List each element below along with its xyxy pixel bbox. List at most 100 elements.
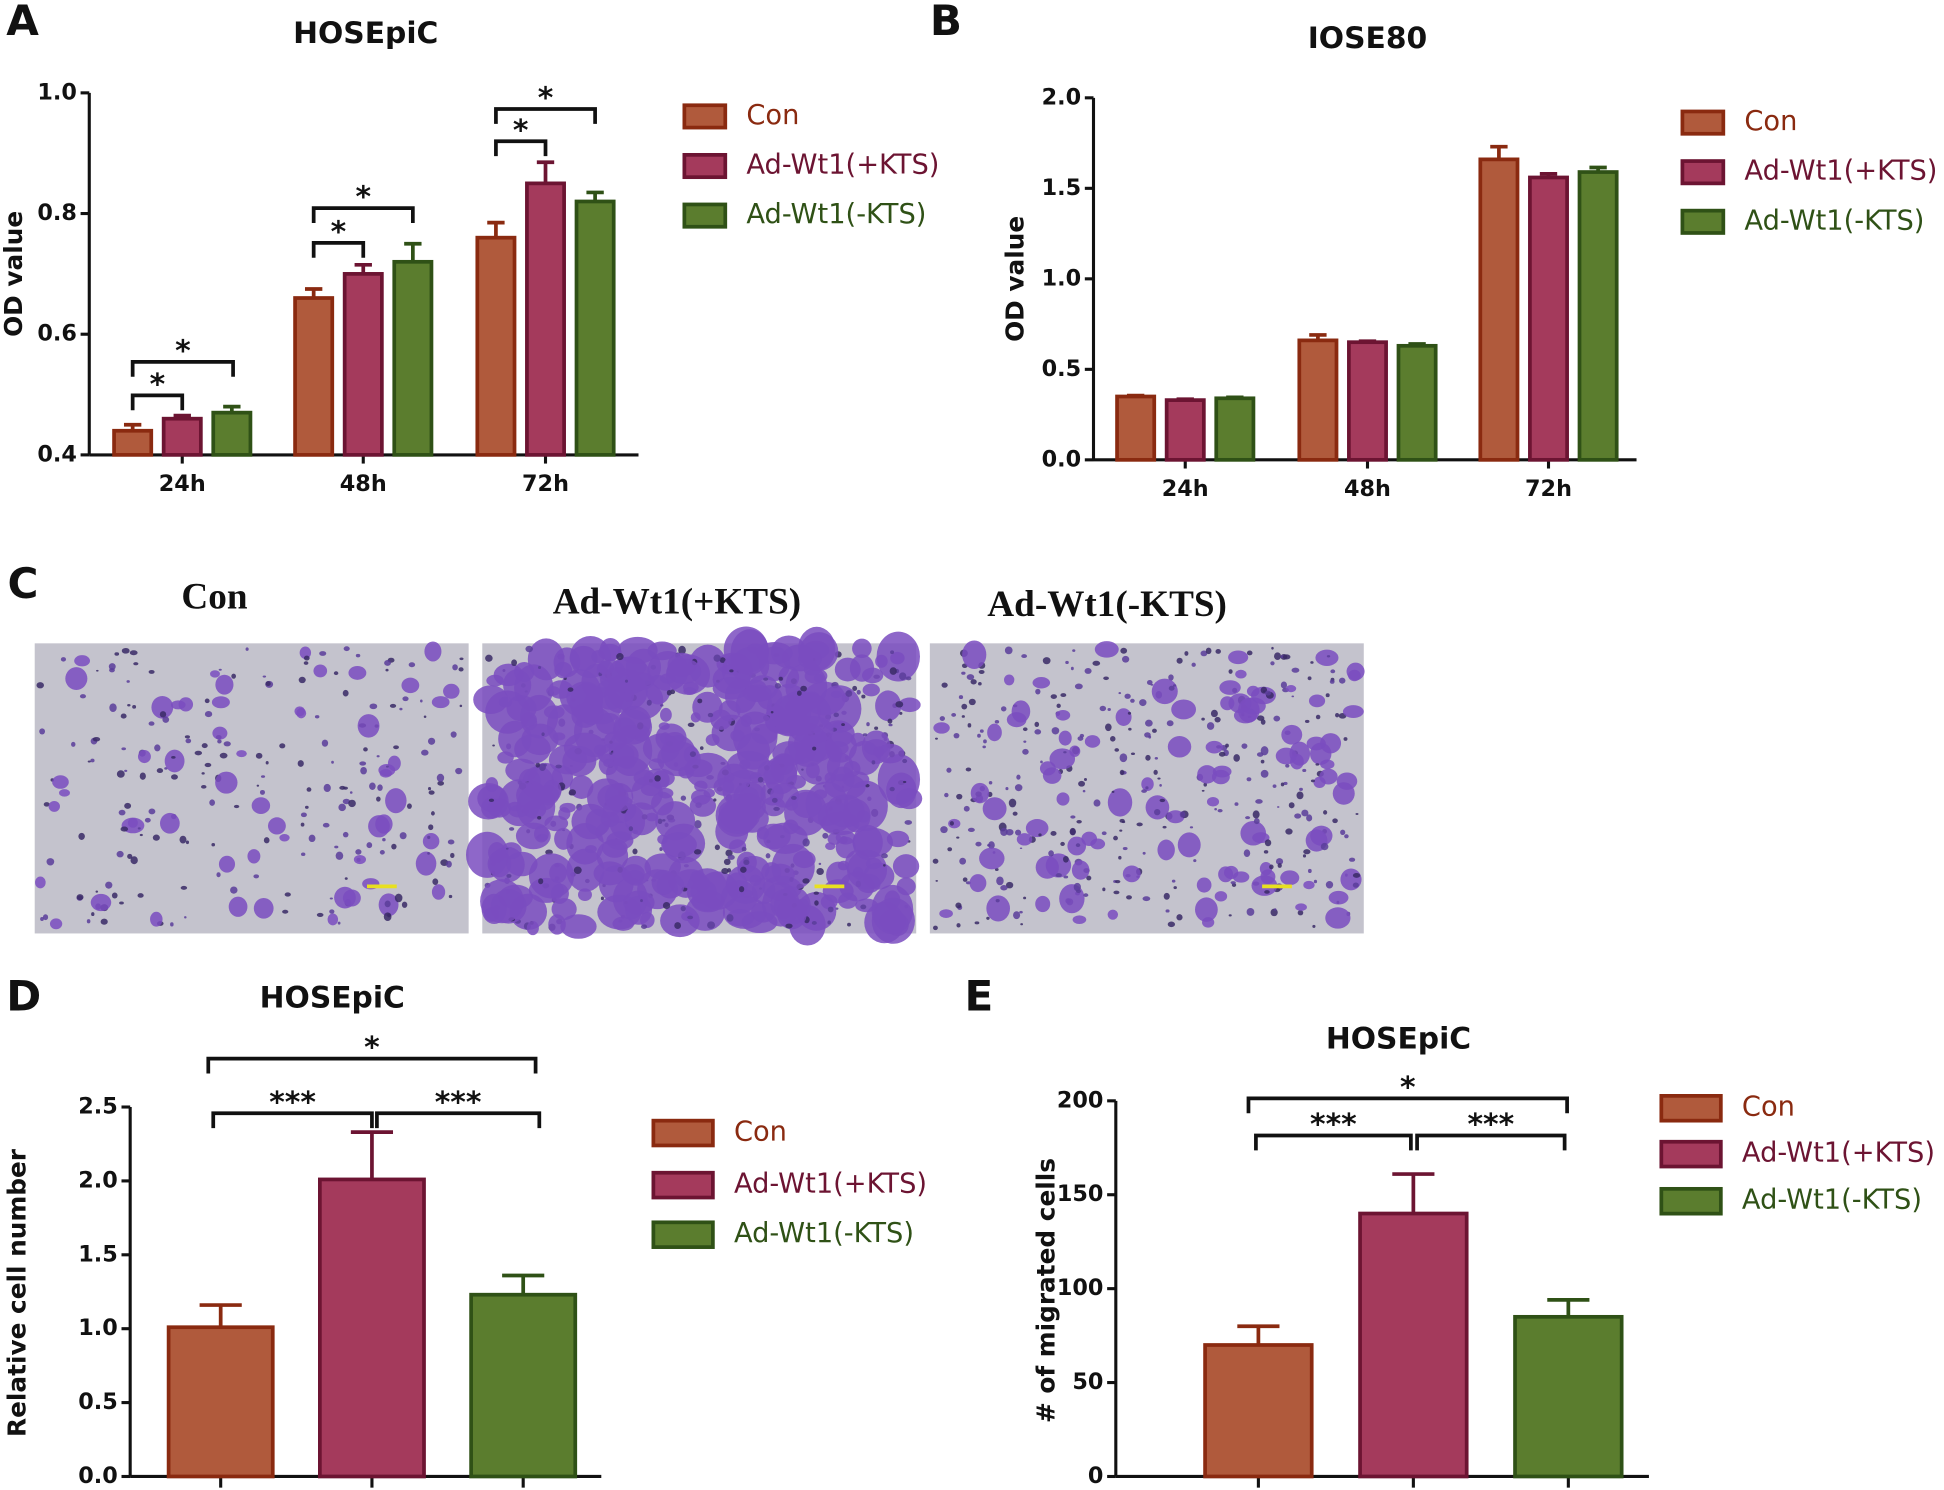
cell	[1025, 819, 1049, 838]
cell	[979, 729, 984, 733]
cell	[804, 668, 828, 684]
cell	[185, 738, 192, 744]
cell	[420, 699, 423, 703]
cell	[904, 820, 913, 825]
bar	[469, 1292, 578, 1479]
cell	[1016, 774, 1021, 780]
significance-bracket	[375, 1111, 542, 1129]
cell	[660, 704, 664, 707]
cell	[977, 733, 981, 738]
cell	[741, 846, 747, 852]
y-axis-label: OD value	[1001, 216, 1030, 342]
cell	[600, 896, 604, 901]
cell	[866, 722, 870, 727]
cell	[459, 657, 464, 661]
cell	[944, 792, 949, 798]
cell	[962, 877, 968, 882]
cell	[162, 716, 170, 723]
panel-label: A	[6, 0, 39, 45]
cell	[1246, 685, 1260, 697]
cell	[623, 689, 635, 703]
cell	[726, 914, 734, 922]
cell	[1173, 886, 1177, 890]
cell	[1264, 690, 1272, 696]
x-tick-label: 72h	[1525, 476, 1572, 502]
cell	[132, 704, 137, 709]
cell	[1081, 831, 1098, 847]
cell	[718, 700, 741, 722]
cell	[932, 858, 939, 864]
cell	[382, 838, 386, 842]
cell	[505, 847, 509, 850]
cell	[757, 776, 764, 783]
cell	[1070, 815, 1076, 819]
cell	[646, 699, 652, 706]
cell	[773, 806, 780, 811]
significance-label: *	[150, 367, 166, 402]
cell	[1136, 822, 1143, 827]
cell	[1280, 681, 1288, 689]
cell	[349, 791, 353, 794]
cell	[727, 854, 735, 860]
cell	[965, 767, 972, 772]
cell	[597, 660, 614, 675]
cell	[1145, 719, 1153, 727]
cell	[487, 798, 512, 818]
cell	[694, 780, 708, 792]
cell	[693, 849, 702, 855]
cell	[1093, 799, 1101, 807]
bar	[574, 199, 616, 457]
bar	[1528, 175, 1569, 462]
cell	[1022, 727, 1028, 732]
cell	[707, 921, 716, 929]
image-title: Ad-Wt1(+KTS)	[553, 581, 801, 622]
cell	[126, 680, 130, 683]
cell	[498, 720, 532, 758]
bar	[112, 428, 154, 457]
cell	[1038, 833, 1042, 837]
cell	[212, 726, 228, 740]
cell	[537, 785, 560, 806]
cell	[1308, 694, 1326, 708]
cell	[1352, 882, 1359, 888]
cell	[121, 747, 127, 751]
cell	[987, 723, 1002, 742]
cell	[218, 855, 236, 873]
cell	[92, 736, 101, 742]
cell	[655, 723, 687, 753]
cell	[408, 662, 416, 668]
cell	[956, 836, 960, 839]
cell	[1179, 811, 1186, 818]
cell	[725, 849, 733, 857]
cell	[379, 850, 385, 855]
y-tick-label: 0.5	[78, 1389, 118, 1415]
cell	[151, 695, 174, 719]
cell	[1021, 654, 1028, 659]
cell	[1058, 730, 1072, 746]
cell	[228, 896, 248, 917]
y-tick-label: 2.5	[78, 1094, 118, 1120]
cell	[1280, 870, 1300, 886]
cell	[421, 749, 429, 756]
significance-bracket	[494, 107, 597, 124]
y-tick-label: 0.0	[1042, 446, 1082, 472]
cell	[1141, 789, 1147, 793]
cell	[1245, 816, 1251, 820]
cell	[933, 722, 950, 734]
cell	[560, 914, 597, 939]
panel-label: B	[930, 0, 962, 45]
cell	[253, 897, 274, 919]
cell	[1348, 857, 1356, 862]
cell	[1076, 820, 1082, 824]
cell	[988, 780, 993, 785]
cell	[179, 835, 187, 844]
cell	[966, 674, 975, 680]
cell	[1076, 889, 1082, 893]
cell	[1119, 769, 1125, 776]
bar	[1297, 338, 1339, 462]
y-tick-label: 2.0	[1042, 84, 1082, 110]
significance-label: *	[538, 81, 554, 116]
cell	[705, 734, 720, 746]
cell	[732, 711, 778, 762]
chart-title: HOSEpiC	[260, 981, 405, 1016]
